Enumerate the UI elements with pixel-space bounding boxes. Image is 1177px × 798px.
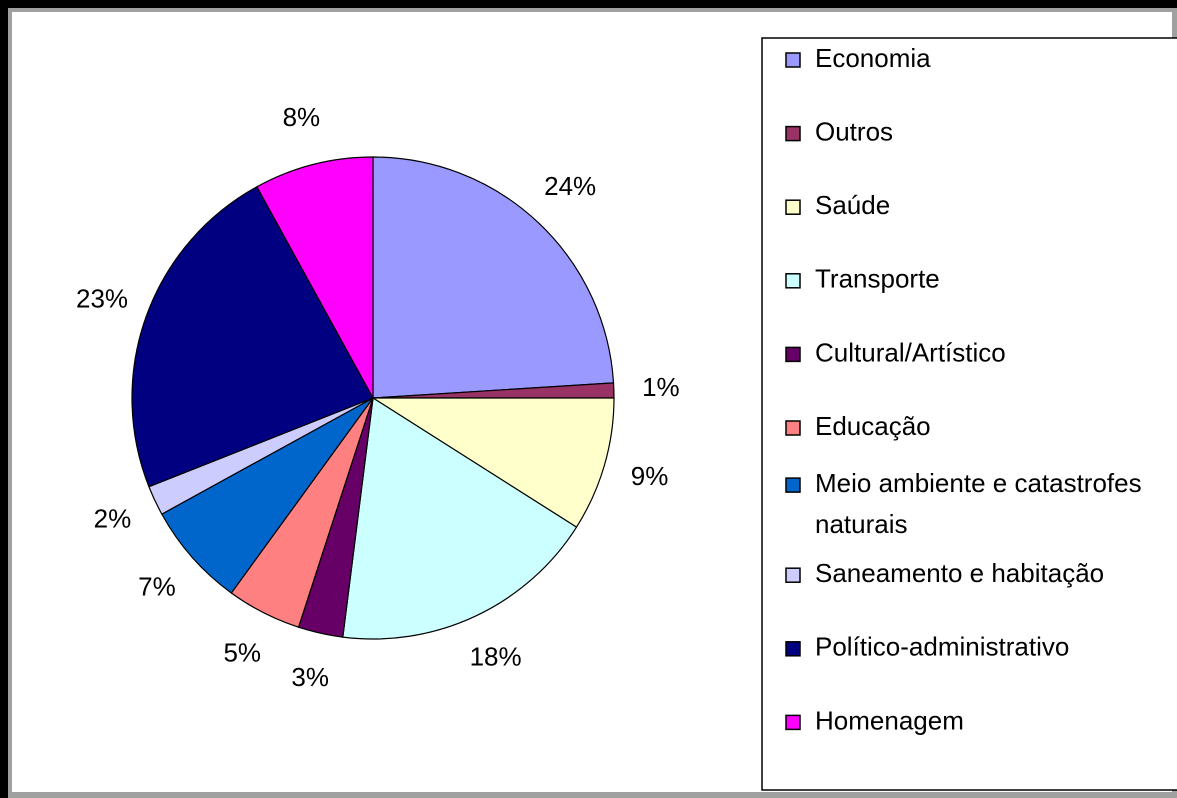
legend-swatch xyxy=(785,346,801,363)
legend-box xyxy=(761,37,1177,791)
pie-slice xyxy=(160,397,374,594)
data-label: 1% xyxy=(642,372,680,402)
legend-swatch xyxy=(785,714,801,731)
legend-swatch xyxy=(785,125,801,142)
legend-label: Educação xyxy=(815,411,931,441)
legend-label: Meio ambiente e catastrofes naturais xyxy=(815,468,1149,539)
pie-slice xyxy=(256,156,374,399)
data-label: 24% xyxy=(544,171,596,201)
legend-swatch xyxy=(785,477,801,493)
data-label: 18% xyxy=(470,641,522,671)
pie-slice xyxy=(131,185,374,488)
data-label: 8% xyxy=(283,102,321,132)
legend-swatch xyxy=(785,199,801,215)
legend-label: Político-administrativo xyxy=(815,632,1069,662)
data-label: 23% xyxy=(76,283,128,313)
legend-label: Cultural/Artístico xyxy=(815,337,1006,367)
legend-label: Transporte xyxy=(815,264,940,294)
legend-label: Saúde xyxy=(815,190,890,220)
legend-swatch xyxy=(785,567,801,583)
pie-slice xyxy=(370,397,615,528)
legend-label: Outros xyxy=(815,116,893,146)
pie-slice xyxy=(342,396,578,640)
data-label: 2% xyxy=(94,503,132,533)
data-label: 9% xyxy=(631,461,669,491)
legend-swatch xyxy=(785,641,801,657)
legend-swatch xyxy=(785,420,801,436)
legend-label: Economia xyxy=(815,43,931,73)
legend-swatch xyxy=(785,52,801,68)
pie-slice xyxy=(372,156,615,399)
legend-label: Saneamento e habitação xyxy=(815,558,1104,588)
data-label: 3% xyxy=(291,662,329,692)
legend-swatch xyxy=(785,273,801,289)
data-label: 5% xyxy=(223,637,261,667)
legend-label: Homenagem xyxy=(815,705,964,735)
data-label: 7% xyxy=(138,571,176,601)
